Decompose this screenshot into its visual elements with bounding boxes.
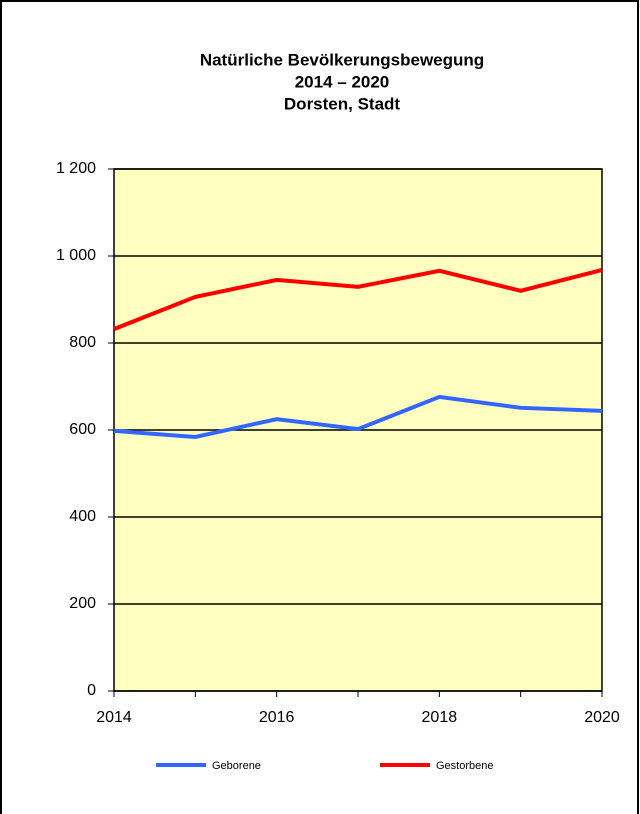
y-tick-label: 200 <box>69 595 96 612</box>
legend-label: Geborene <box>212 760 261 772</box>
line-series <box>113 267 603 331</box>
y-tick-label: 400 <box>69 508 96 525</box>
line-series <box>113 394 603 439</box>
legend-label: Gestorbene <box>436 760 493 772</box>
x-tick-label: 2014 <box>96 709 132 726</box>
y-tick-label: 1 200 <box>56 160 96 177</box>
chart-title: Dorsten, Stadt <box>284 94 401 113</box>
x-tick-label: 2016 <box>259 709 295 726</box>
y-tick-label: 600 <box>69 421 96 438</box>
y-tick-label: 800 <box>69 334 96 351</box>
x-tick-label: 2018 <box>422 709 458 726</box>
chart-title: 2014 – 2020 <box>295 72 390 91</box>
x-tick-label: 2020 <box>584 709 620 726</box>
y-tick-label: 0 <box>87 682 96 699</box>
chart-title: Natürliche Bevölkerungsbewegung <box>200 50 484 69</box>
y-tick-label: 1 000 <box>56 247 96 264</box>
